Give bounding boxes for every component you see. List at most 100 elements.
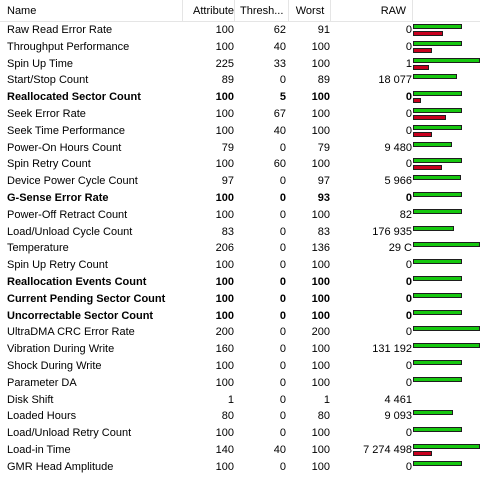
- attribute-value: 100: [215, 292, 234, 305]
- value-bar: [413, 40, 462, 46]
- table-row[interactable]: Spin Up Retry Count 100 0 100 0: [0, 257, 480, 274]
- table-row[interactable]: Disk Shift 1 0 1 4 461: [0, 392, 480, 409]
- column-divider[interactable]: [234, 0, 235, 21]
- worst-value: 100: [311, 343, 330, 356]
- threshold-value: 0: [279, 275, 286, 288]
- worst-value: 83: [317, 225, 330, 238]
- attribute-value: 100: [215, 24, 234, 36]
- raw-value: 1: [405, 57, 412, 70]
- value-bar: [413, 326, 480, 332]
- threshold-value: 0: [279, 460, 286, 473]
- table-row[interactable]: Load/Unload Retry Count 100 0 100 0: [0, 425, 480, 442]
- table-header: Name Attribute Thresh... Worst RAW: [0, 0, 480, 22]
- raw-value: 29 C: [388, 242, 412, 255]
- worst-value: 79: [317, 141, 330, 154]
- table-row[interactable]: Spin Up Time 225 33 100 1: [0, 56, 480, 73]
- table-row[interactable]: Shock During Write 100 0 100 0: [0, 358, 480, 375]
- column-divider[interactable]: [288, 0, 289, 21]
- threshold-value: 0: [279, 141, 286, 154]
- value-bar: [413, 124, 462, 130]
- table-row[interactable]: Load-in Time 140 40 100 7 274 498: [0, 442, 480, 459]
- worst-value: 100: [311, 107, 330, 120]
- table-row[interactable]: UltraDMA CRC Error Rate 200 0 200 0: [0, 324, 480, 341]
- table-row[interactable]: G-Sense Error Rate 100 0 93 0: [0, 190, 480, 207]
- worst-value: 80: [317, 410, 330, 423]
- table-row[interactable]: GMR Head Amplitude 100 0 100 0: [0, 459, 480, 476]
- value-bar: [413, 376, 462, 382]
- value-bar: [413, 175, 461, 181]
- worst-value: 93: [317, 191, 330, 204]
- attribute-name: G-Sense Error Rate: [7, 191, 109, 204]
- raw-value: 0: [405, 275, 412, 288]
- table-row[interactable]: Throughput Performance 100 40 100 0: [0, 39, 480, 56]
- raw-value: 4 461: [384, 393, 412, 406]
- attribute-value: 100: [215, 460, 234, 473]
- table-row[interactable]: Device Power Cycle Count 97 0 97 5 966: [0, 173, 480, 190]
- health-bars: [413, 408, 480, 425]
- attribute-name: Spin Up Retry Count: [7, 259, 108, 272]
- raw-value: 9 480: [384, 141, 412, 154]
- column-header-raw[interactable]: RAW: [380, 5, 406, 17]
- attribute-name: Spin Retry Count: [7, 158, 91, 171]
- value-bar: [413, 460, 462, 466]
- table-row[interactable]: Loaded Hours 80 0 80 9 093: [0, 408, 480, 425]
- column-header-attribute[interactable]: Attribute: [193, 5, 234, 17]
- column-header-name[interactable]: Name: [7, 5, 37, 17]
- threshold-bar: [413, 450, 432, 456]
- table-row[interactable]: Current Pending Sector Count 100 0 100 0: [0, 291, 480, 308]
- health-bars: [413, 207, 480, 224]
- table-row[interactable]: Raw Read Error Rate 100 62 91 0: [0, 22, 480, 39]
- worst-value: 100: [311, 292, 330, 305]
- column-divider[interactable]: [412, 0, 413, 21]
- table-row[interactable]: Vibration During Write 160 0 100 131 192: [0, 341, 480, 358]
- table-row[interactable]: Spin Retry Count 100 60 100 0: [0, 156, 480, 173]
- raw-value: 0: [405, 427, 412, 440]
- value-bar: [413, 158, 462, 164]
- attribute-value: 100: [215, 275, 234, 288]
- attribute-name: Load/Unload Retry Count: [7, 427, 132, 440]
- health-bars: [413, 123, 480, 140]
- raw-value: 0: [405, 124, 412, 137]
- raw-value: 0: [405, 91, 412, 104]
- table-row[interactable]: Temperature 206 0 136 29 C: [0, 240, 480, 257]
- table-row[interactable]: Uncorrectable Sector Count 100 0 100 0: [0, 308, 480, 325]
- attribute-value: 100: [215, 376, 234, 389]
- threshold-value: 62: [273, 24, 286, 36]
- raw-value: 0: [405, 158, 412, 171]
- table-row[interactable]: Reallocation Events Count 100 0 100 0: [0, 274, 480, 291]
- threshold-bar: [413, 31, 443, 36]
- column-header-threshold[interactable]: Thresh...: [240, 5, 284, 17]
- threshold-value: 0: [279, 376, 286, 389]
- table-row[interactable]: Power-Off Retract Count 100 0 100 82: [0, 207, 480, 224]
- table-row[interactable]: Seek Time Performance 100 40 100 0: [0, 123, 480, 140]
- table-row[interactable]: Seek Error Rate 100 67 100 0: [0, 106, 480, 123]
- health-bars: [413, 173, 480, 190]
- value-bar: [413, 309, 462, 315]
- column-divider[interactable]: [330, 0, 331, 21]
- threshold-value: 0: [279, 259, 286, 272]
- threshold-value: 0: [279, 393, 286, 406]
- table-row[interactable]: Load/Unload Cycle Count 83 0 83 176 935: [0, 224, 480, 241]
- table-row[interactable]: Parameter DA 100 0 100 0: [0, 375, 480, 392]
- column-divider[interactable]: [182, 0, 183, 21]
- raw-value: 82: [399, 208, 412, 221]
- column-header-worst[interactable]: Worst: [295, 5, 325, 17]
- attribute-value: 83: [221, 225, 234, 238]
- attribute-value: 100: [215, 309, 234, 322]
- value-bar: [413, 107, 462, 113]
- attribute-name: Seek Error Rate: [7, 107, 86, 120]
- health-bars: [413, 89, 480, 106]
- threshold-value: 67: [273, 107, 286, 120]
- threshold-bar: [413, 114, 446, 120]
- table-row[interactable]: Power-On Hours Count 79 0 79 9 480: [0, 140, 480, 157]
- health-bars: [413, 425, 480, 442]
- table-row[interactable]: Reallocated Sector Count 100 5 100 0: [0, 89, 480, 106]
- value-bar: [413, 359, 462, 365]
- attribute-name: Load/Unload Cycle Count: [7, 225, 133, 238]
- attribute-name: Disk Shift: [7, 393, 54, 406]
- health-bars: [413, 39, 480, 56]
- threshold-bar: [413, 165, 442, 171]
- worst-value: 100: [311, 376, 330, 389]
- table-row[interactable]: Start/Stop Count 89 0 89 18 077: [0, 72, 480, 89]
- attribute-value: 100: [215, 359, 234, 372]
